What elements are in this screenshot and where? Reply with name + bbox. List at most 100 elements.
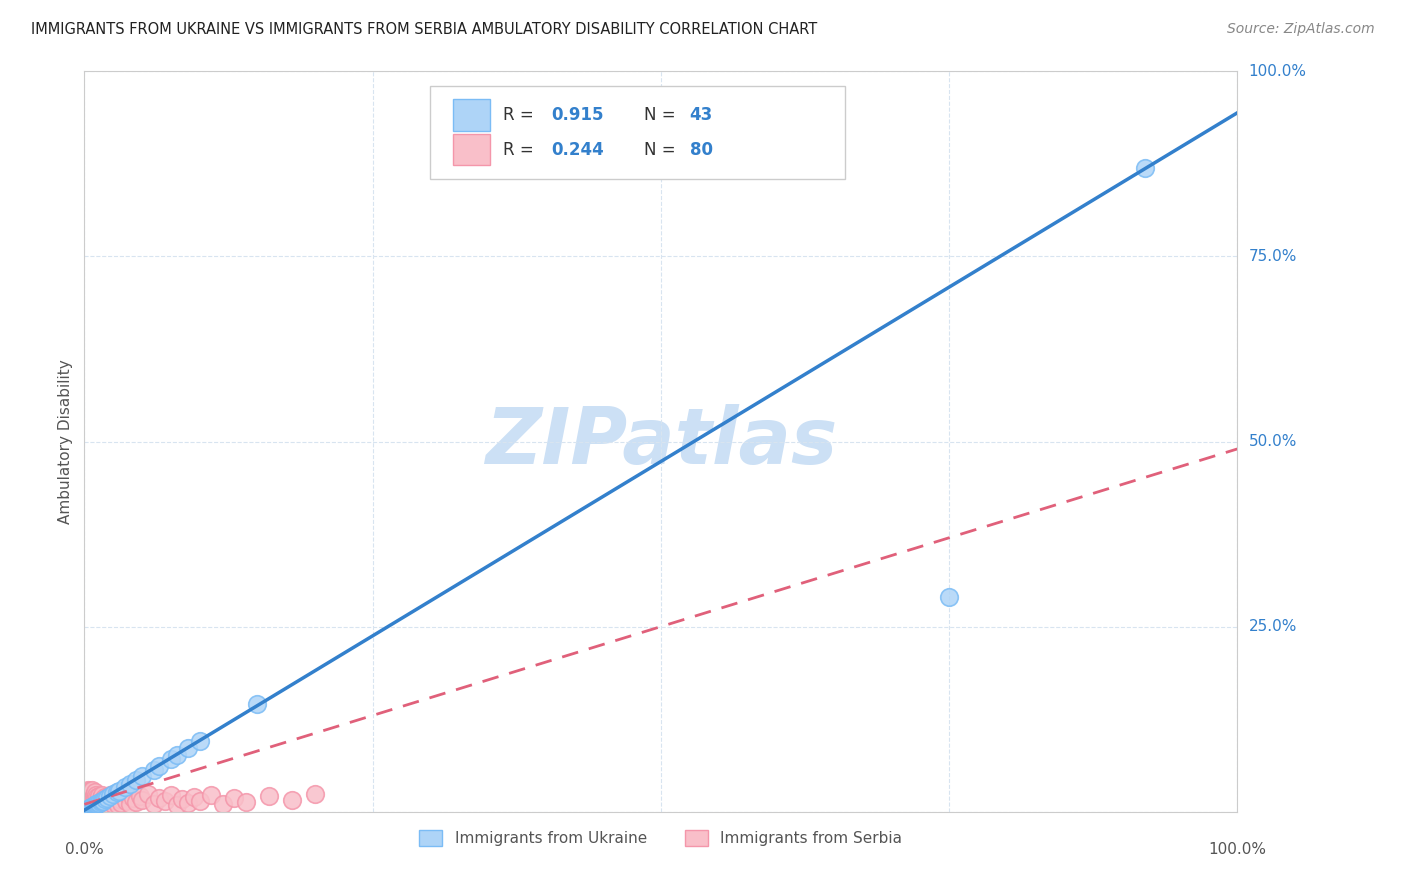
- Point: [86, 797, 108, 811]
- Point: [79, 801, 101, 815]
- Point: [136, 787, 159, 801]
- Point: [117, 789, 139, 803]
- Text: 100.0%: 100.0%: [1208, 842, 1267, 857]
- Point: [89, 790, 111, 805]
- Point: [76, 803, 98, 817]
- Point: [84, 794, 107, 808]
- Point: [87, 796, 110, 810]
- Point: [83, 791, 105, 805]
- Legend: Immigrants from Ukraine, Immigrants from Serbia: Immigrants from Ukraine, Immigrants from…: [413, 824, 908, 852]
- Point: [108, 784, 131, 798]
- Point: [172, 792, 194, 806]
- Text: 43: 43: [690, 106, 713, 124]
- Point: [91, 794, 114, 808]
- Text: 100.0%: 100.0%: [1249, 64, 1306, 78]
- Point: [108, 792, 131, 806]
- Point: [304, 787, 326, 801]
- Point: [103, 787, 124, 801]
- Point: [77, 784, 100, 798]
- Point: [131, 793, 153, 807]
- Point: [82, 783, 104, 797]
- Y-axis label: Ambulatory Disability: Ambulatory Disability: [58, 359, 73, 524]
- Point: [75, 794, 97, 808]
- Point: [142, 797, 165, 811]
- Point: [77, 797, 100, 812]
- Point: [96, 791, 118, 805]
- Point: [160, 752, 183, 766]
- Point: [107, 798, 129, 813]
- Point: [177, 796, 200, 810]
- Point: [183, 789, 205, 804]
- Point: [80, 800, 103, 814]
- Point: [77, 789, 100, 804]
- Point: [257, 789, 280, 804]
- Point: [79, 802, 101, 816]
- Point: [80, 792, 103, 806]
- Point: [86, 789, 108, 804]
- FancyBboxPatch shape: [453, 135, 491, 165]
- Point: [105, 788, 128, 802]
- Point: [87, 799, 110, 814]
- Point: [89, 798, 111, 813]
- Point: [121, 791, 143, 805]
- Point: [76, 796, 98, 810]
- Point: [82, 799, 104, 814]
- Point: [96, 797, 118, 812]
- Point: [103, 790, 125, 805]
- Point: [89, 797, 111, 811]
- Point: [281, 793, 304, 807]
- Point: [142, 763, 165, 777]
- FancyBboxPatch shape: [430, 87, 845, 178]
- Point: [76, 803, 98, 817]
- Point: [110, 796, 132, 810]
- Point: [84, 797, 107, 812]
- Point: [89, 795, 111, 809]
- Point: [83, 798, 105, 813]
- Text: ZIPatlas: ZIPatlas: [485, 403, 837, 480]
- Point: [91, 798, 114, 813]
- Point: [82, 790, 104, 805]
- Point: [76, 782, 98, 797]
- Point: [166, 748, 188, 763]
- Point: [89, 789, 111, 804]
- Point: [120, 797, 142, 812]
- Point: [89, 796, 111, 810]
- Point: [100, 798, 122, 813]
- Point: [94, 789, 117, 804]
- Point: [93, 794, 115, 808]
- Point: [82, 797, 104, 811]
- Point: [160, 789, 183, 803]
- Text: 50.0%: 50.0%: [1249, 434, 1296, 449]
- Text: 0.0%: 0.0%: [65, 842, 104, 857]
- Point: [86, 798, 108, 813]
- Text: 0.915: 0.915: [551, 106, 603, 124]
- Text: 75.0%: 75.0%: [1249, 249, 1296, 264]
- FancyBboxPatch shape: [453, 100, 491, 130]
- Text: N =: N =: [644, 141, 681, 159]
- Point: [83, 798, 105, 813]
- Point: [235, 795, 257, 809]
- Point: [83, 797, 105, 812]
- Point: [90, 794, 112, 808]
- Point: [188, 734, 211, 748]
- Point: [224, 791, 246, 805]
- Point: [246, 698, 269, 712]
- Point: [115, 794, 138, 808]
- Point: [91, 792, 114, 806]
- Point: [80, 785, 103, 799]
- Point: [98, 789, 121, 803]
- Point: [97, 795, 120, 809]
- Point: [83, 785, 105, 799]
- Point: [80, 798, 103, 813]
- Point: [75, 804, 97, 818]
- Point: [938, 590, 960, 604]
- Point: [96, 790, 118, 805]
- Point: [84, 800, 107, 814]
- Point: [128, 789, 150, 804]
- Point: [105, 785, 128, 799]
- Point: [114, 780, 136, 795]
- Point: [87, 793, 110, 807]
- Point: [148, 759, 170, 773]
- Point: [76, 786, 98, 800]
- Point: [125, 795, 148, 809]
